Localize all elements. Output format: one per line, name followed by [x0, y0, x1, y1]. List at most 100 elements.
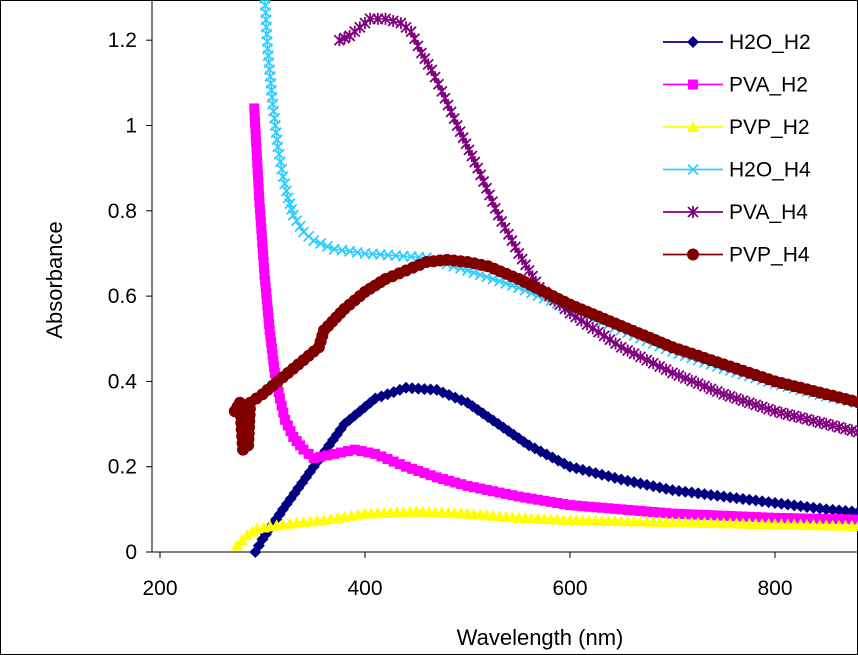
data-point [705, 510, 716, 521]
data-point [257, 236, 268, 247]
data-point [444, 475, 455, 486]
data-point [762, 403, 775, 416]
data-point [820, 418, 832, 431]
data-point [246, 525, 259, 537]
data-point [833, 421, 845, 434]
data-point [750, 398, 762, 411]
data-point [336, 447, 347, 458]
data-point [287, 209, 299, 221]
x-tick-label: 800 [757, 577, 792, 600]
data-point [259, 269, 270, 280]
data-point [814, 513, 825, 524]
legend-label: PVP_H2 [729, 116, 810, 139]
data-point [303, 448, 314, 459]
legend-label: H2O_H2 [729, 31, 811, 54]
data-point [769, 405, 781, 418]
data-point [743, 396, 756, 409]
data-point [565, 500, 575, 511]
data-point [604, 333, 616, 346]
data-point [278, 407, 289, 418]
data-point [363, 447, 374, 458]
data-point [641, 354, 653, 367]
data-point [587, 322, 599, 335]
data-point [263, 312, 274, 323]
data-point [294, 220, 306, 233]
data-point [737, 511, 748, 522]
data-point [356, 446, 367, 457]
data-point [661, 508, 672, 519]
data-point [808, 513, 819, 524]
data-point [680, 509, 691, 520]
series-pvp-h4 [228, 253, 858, 456]
legend-label: H2O_H4 [729, 159, 811, 182]
data-point [250, 116, 261, 127]
data-point [789, 513, 800, 524]
data-point [834, 514, 845, 525]
data-point [794, 411, 807, 424]
data-point [757, 512, 768, 523]
data-point [468, 482, 479, 493]
data-point [712, 510, 723, 521]
data-point [254, 203, 265, 214]
data-point [249, 546, 262, 558]
y-tick-label: 1.2 [108, 29, 137, 52]
data-point [280, 414, 291, 425]
data-point [474, 269, 486, 281]
data-point [262, 300, 273, 311]
data-point [475, 483, 486, 494]
data-point [279, 178, 291, 190]
data-point [249, 103, 260, 114]
data-point [686, 374, 698, 387]
legend-item: H2O_H4 [663, 159, 811, 182]
legend-swatch-marker [687, 163, 699, 176]
data-point [699, 509, 710, 520]
x-axis-title: Wavelength (nm) [457, 625, 624, 650]
data-point [413, 465, 424, 476]
data-point [673, 369, 685, 382]
data-point [382, 454, 393, 465]
data-point [628, 347, 640, 360]
data-point [679, 372, 691, 385]
data-point [756, 400, 768, 413]
data-point [609, 337, 622, 350]
data-point [388, 456, 399, 467]
data-point [839, 504, 852, 517]
data-point [852, 520, 858, 532]
data-point [807, 414, 820, 427]
data-point [782, 408, 794, 421]
data-point [249, 110, 260, 121]
data-point [481, 484, 492, 495]
data-point [349, 444, 360, 455]
data-point [250, 123, 261, 134]
data-point [314, 237, 327, 250]
data-point [257, 243, 268, 254]
data-point [264, 319, 275, 330]
data-point [693, 509, 704, 520]
series-layer [228, 0, 858, 558]
data-point [648, 507, 659, 518]
data-point [775, 406, 788, 419]
x-tick-label: 600 [552, 577, 587, 600]
legend-item: H2O_H2 [663, 31, 811, 54]
data-point [401, 461, 411, 472]
y-tick-label: 0 [125, 541, 137, 564]
legend-label: PVP_H4 [729, 244, 810, 267]
data-point [494, 487, 505, 498]
data-point [256, 230, 267, 241]
data-point [450, 477, 461, 488]
data-point [598, 329, 610, 342]
data-point [539, 495, 550, 506]
data-point [698, 380, 711, 393]
legend-label: PVA_H2 [729, 74, 808, 97]
data-point [827, 419, 839, 432]
data-point [526, 493, 537, 504]
data-point [622, 504, 633, 515]
data-point [253, 177, 264, 188]
data-point [622, 344, 634, 357]
data-point [507, 490, 518, 501]
data-point [592, 326, 605, 339]
data-point [609, 503, 620, 514]
data-point [488, 486, 499, 497]
data-point [261, 288, 272, 299]
data-point [660, 363, 672, 376]
